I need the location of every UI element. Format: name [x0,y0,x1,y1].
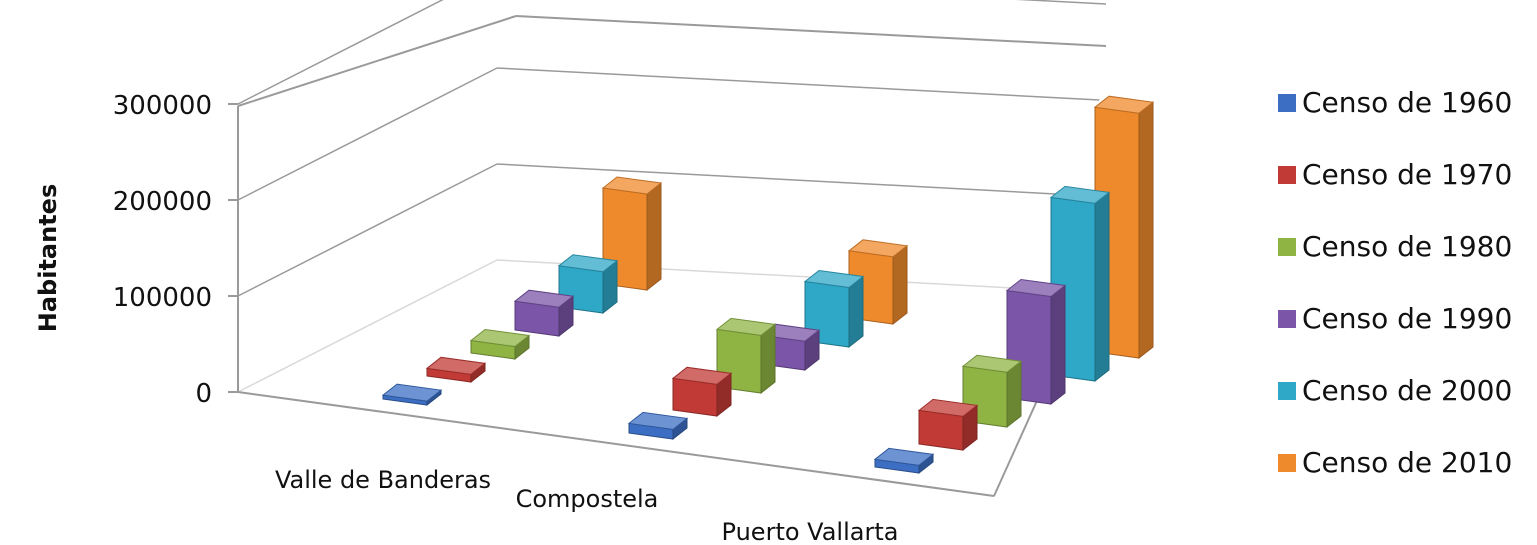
category-label: Valle de Banderas [275,466,491,494]
bar-top [917,398,979,417]
bar-top [671,366,733,385]
bar-top [961,354,1023,373]
bar [627,411,689,441]
bars [381,95,1155,475]
bar-top [381,383,443,402]
bar-front [918,409,964,451]
category-labels: Valle de Banderas Compostela Puerto Vallar… [275,466,899,545]
bar [425,356,487,384]
y-tick-label: 100000 [113,283,212,313]
legend-swatch [1278,454,1296,472]
bar-top [1005,278,1067,298]
bar-top [715,317,777,336]
bar-top [425,356,487,375]
bar-top [1093,95,1155,114]
bar [381,383,443,407]
bar-side [1138,101,1154,360]
legend-swatch [1278,310,1296,328]
bar-side [646,181,662,292]
gridlines [237,0,1107,297]
gridline [1015,0,1107,5]
y-tick-label: 300000 [113,91,212,121]
legend-label: Censo de 1960 [1302,86,1512,119]
y-tick-label: 200000 [113,187,212,217]
x-axis-line [237,391,995,497]
bar-top [627,411,689,430]
legend-label: Censo de 2000 [1302,374,1512,407]
category-label: Compostela [516,485,659,513]
y-axis-title: Habitantes [34,184,62,332]
bar-top [469,328,531,348]
gridline [237,0,444,105]
bar-top [513,289,575,308]
legend-swatch [1278,94,1296,112]
bar-front [672,377,718,417]
gridline [237,67,498,201]
back-wall [238,16,1106,392]
bar [601,176,663,292]
legend: Censo de 1960 Censo de 1970 Censo de 1980 C… [1278,86,1512,479]
gridline [496,67,1100,101]
bar-top [803,269,865,289]
bar-side [892,244,908,326]
bar-top [1049,185,1111,204]
bar-side [760,323,776,395]
legend-label: Censo de 2010 [1302,446,1512,479]
left-wall-top-edge [237,15,517,107]
legend-swatch [1278,166,1296,184]
legend-label: Censo de 1970 [1302,158,1512,191]
bar [469,328,531,361]
gridline [237,163,498,297]
category-label: Puerto Vallarta [722,518,899,545]
back-wall-top-edge [515,15,1107,47]
bar [873,447,935,475]
y-tick-label: 0 [195,379,212,409]
legend-swatch [1278,238,1296,256]
bar [803,269,865,349]
bar-top [873,447,935,466]
bar [671,366,733,418]
gridline [496,163,1093,197]
bar-top [557,254,619,273]
bar-side [1094,191,1110,383]
bar [917,398,979,452]
bar-top [601,176,663,195]
bar [513,289,575,338]
legend-label: Censo de 1990 [1302,302,1512,335]
y-tick-labels: 0 100000 200000 300000 [113,91,238,409]
bar-side [1050,284,1066,406]
bar-side [848,275,864,349]
legend-swatch [1278,382,1296,400]
bar-top [847,239,909,258]
legend-label: Censo de 1980 [1302,230,1512,263]
